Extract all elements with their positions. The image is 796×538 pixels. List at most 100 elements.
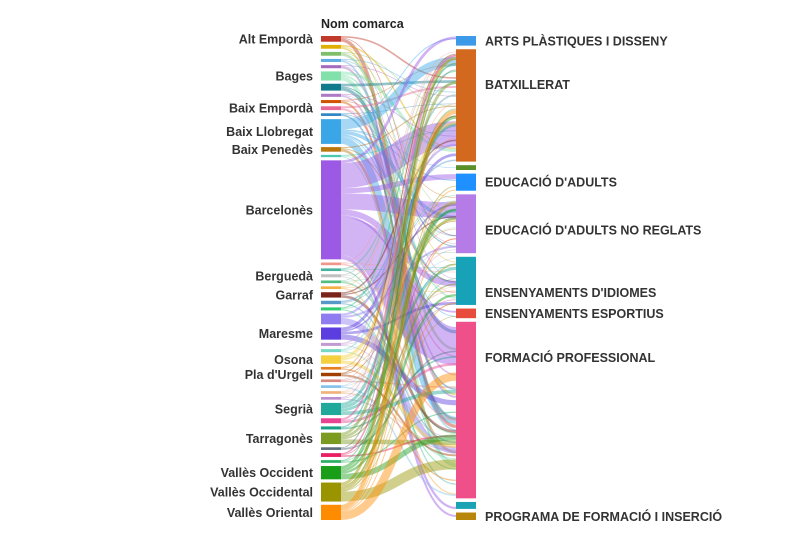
sankey-link xyxy=(340,317,457,454)
source-node[interactable] xyxy=(321,349,341,353)
source-node[interactable] xyxy=(321,274,341,278)
sankey-link xyxy=(340,287,457,293)
source-node[interactable] xyxy=(321,482,341,502)
sankey-link xyxy=(340,303,457,449)
source-label: Tarragonès xyxy=(246,432,313,446)
sankey-link xyxy=(340,121,457,189)
source-node[interactable] xyxy=(321,397,341,400)
sankey-link xyxy=(340,174,457,194)
target-node[interactable] xyxy=(456,49,476,162)
source-node[interactable] xyxy=(321,119,341,144)
source-node[interactable] xyxy=(321,113,341,116)
sankey-link xyxy=(340,53,457,351)
sankey-link xyxy=(340,130,457,156)
sankey-link xyxy=(340,105,457,149)
sankey-link xyxy=(340,103,457,392)
sankey-link xyxy=(340,71,457,153)
source-node[interactable] xyxy=(321,447,341,450)
source-node[interactable] xyxy=(321,65,341,69)
sankey-link xyxy=(340,435,457,457)
source-node[interactable] xyxy=(321,342,341,346)
target-node[interactable] xyxy=(456,321,476,499)
target-node[interactable] xyxy=(456,256,476,305)
source-node[interactable] xyxy=(321,402,341,416)
sankey-link xyxy=(340,109,457,510)
sankey-link xyxy=(340,129,457,181)
sankey-link xyxy=(340,185,457,487)
sankey-link xyxy=(340,380,457,388)
source-node[interactable] xyxy=(321,262,341,266)
source-node[interactable] xyxy=(321,466,341,480)
source-node[interactable] xyxy=(321,286,341,290)
source-label: Garraf xyxy=(275,288,313,302)
sankey-link xyxy=(340,134,457,284)
source-node[interactable] xyxy=(321,280,341,284)
source-node[interactable] xyxy=(321,504,341,520)
sankey-link xyxy=(340,299,457,421)
source-node[interactable] xyxy=(321,372,341,377)
sankey-link xyxy=(340,51,457,107)
source-node[interactable] xyxy=(321,93,341,97)
sankey-link xyxy=(340,113,457,237)
sankey-link xyxy=(340,398,457,451)
source-node[interactable] xyxy=(321,100,341,104)
source-node[interactable] xyxy=(321,51,341,56)
target-node[interactable] xyxy=(456,308,476,319)
sankey-link xyxy=(340,276,457,453)
target-label: EDUCACIÓ D'ADULTS NO REGLATS xyxy=(485,222,701,237)
source-node[interactable] xyxy=(321,83,341,91)
sankey-link xyxy=(340,121,457,359)
sankey-link xyxy=(340,269,457,485)
source-node[interactable] xyxy=(321,44,341,49)
sankey-link xyxy=(340,220,457,375)
sankey-link xyxy=(340,58,457,368)
target-nodes xyxy=(456,36,476,520)
source-node[interactable] xyxy=(321,355,341,364)
source-node[interactable] xyxy=(321,292,341,298)
source-node[interactable] xyxy=(321,379,341,383)
source-node[interactable] xyxy=(321,300,341,305)
sankey-link xyxy=(340,392,457,448)
target-label: EDUCACIÓ D'ADULTS xyxy=(485,175,617,190)
source-column-header: Nom comarca xyxy=(321,17,405,31)
source-node[interactable] xyxy=(321,268,341,272)
target-node[interactable] xyxy=(456,512,476,520)
source-node[interactable] xyxy=(321,385,341,388)
source-node[interactable] xyxy=(321,432,341,445)
source-node[interactable] xyxy=(321,453,341,457)
source-node[interactable] xyxy=(321,327,341,340)
target-node[interactable] xyxy=(456,501,476,509)
sankey-link xyxy=(340,386,457,497)
sankey-link xyxy=(340,290,457,381)
target-node[interactable] xyxy=(456,194,476,254)
source-node[interactable] xyxy=(321,460,341,463)
source-nodes xyxy=(321,36,341,520)
sankey-link xyxy=(340,228,457,369)
sankey-link xyxy=(340,200,457,303)
source-node[interactable] xyxy=(321,391,341,394)
target-node[interactable] xyxy=(456,36,476,46)
sankey-link xyxy=(340,37,457,237)
sankey-link xyxy=(340,255,457,510)
source-node[interactable] xyxy=(321,313,341,325)
target-node[interactable] xyxy=(456,173,476,191)
node-labels: Alt Empordà Bages Baix Empordà Baix Llobreg… xyxy=(210,32,722,523)
source-node[interactable] xyxy=(321,366,341,370)
sankey-link xyxy=(340,195,457,310)
source-node[interactable] xyxy=(321,36,341,42)
target-node[interactable] xyxy=(456,165,476,171)
source-node[interactable] xyxy=(321,106,341,111)
source-node[interactable] xyxy=(321,154,341,158)
sankey-link xyxy=(340,76,457,468)
source-node[interactable] xyxy=(321,418,341,424)
source-node[interactable] xyxy=(321,58,341,62)
source-node[interactable] xyxy=(321,147,341,152)
source-node[interactable] xyxy=(321,426,341,430)
source-label: Berguedà xyxy=(255,269,313,283)
sankey-link xyxy=(340,368,457,481)
source-node[interactable] xyxy=(321,71,341,81)
source-node[interactable] xyxy=(321,160,341,260)
source-label: Pla d'Urgell xyxy=(245,368,313,382)
source-node[interactable] xyxy=(321,307,341,311)
